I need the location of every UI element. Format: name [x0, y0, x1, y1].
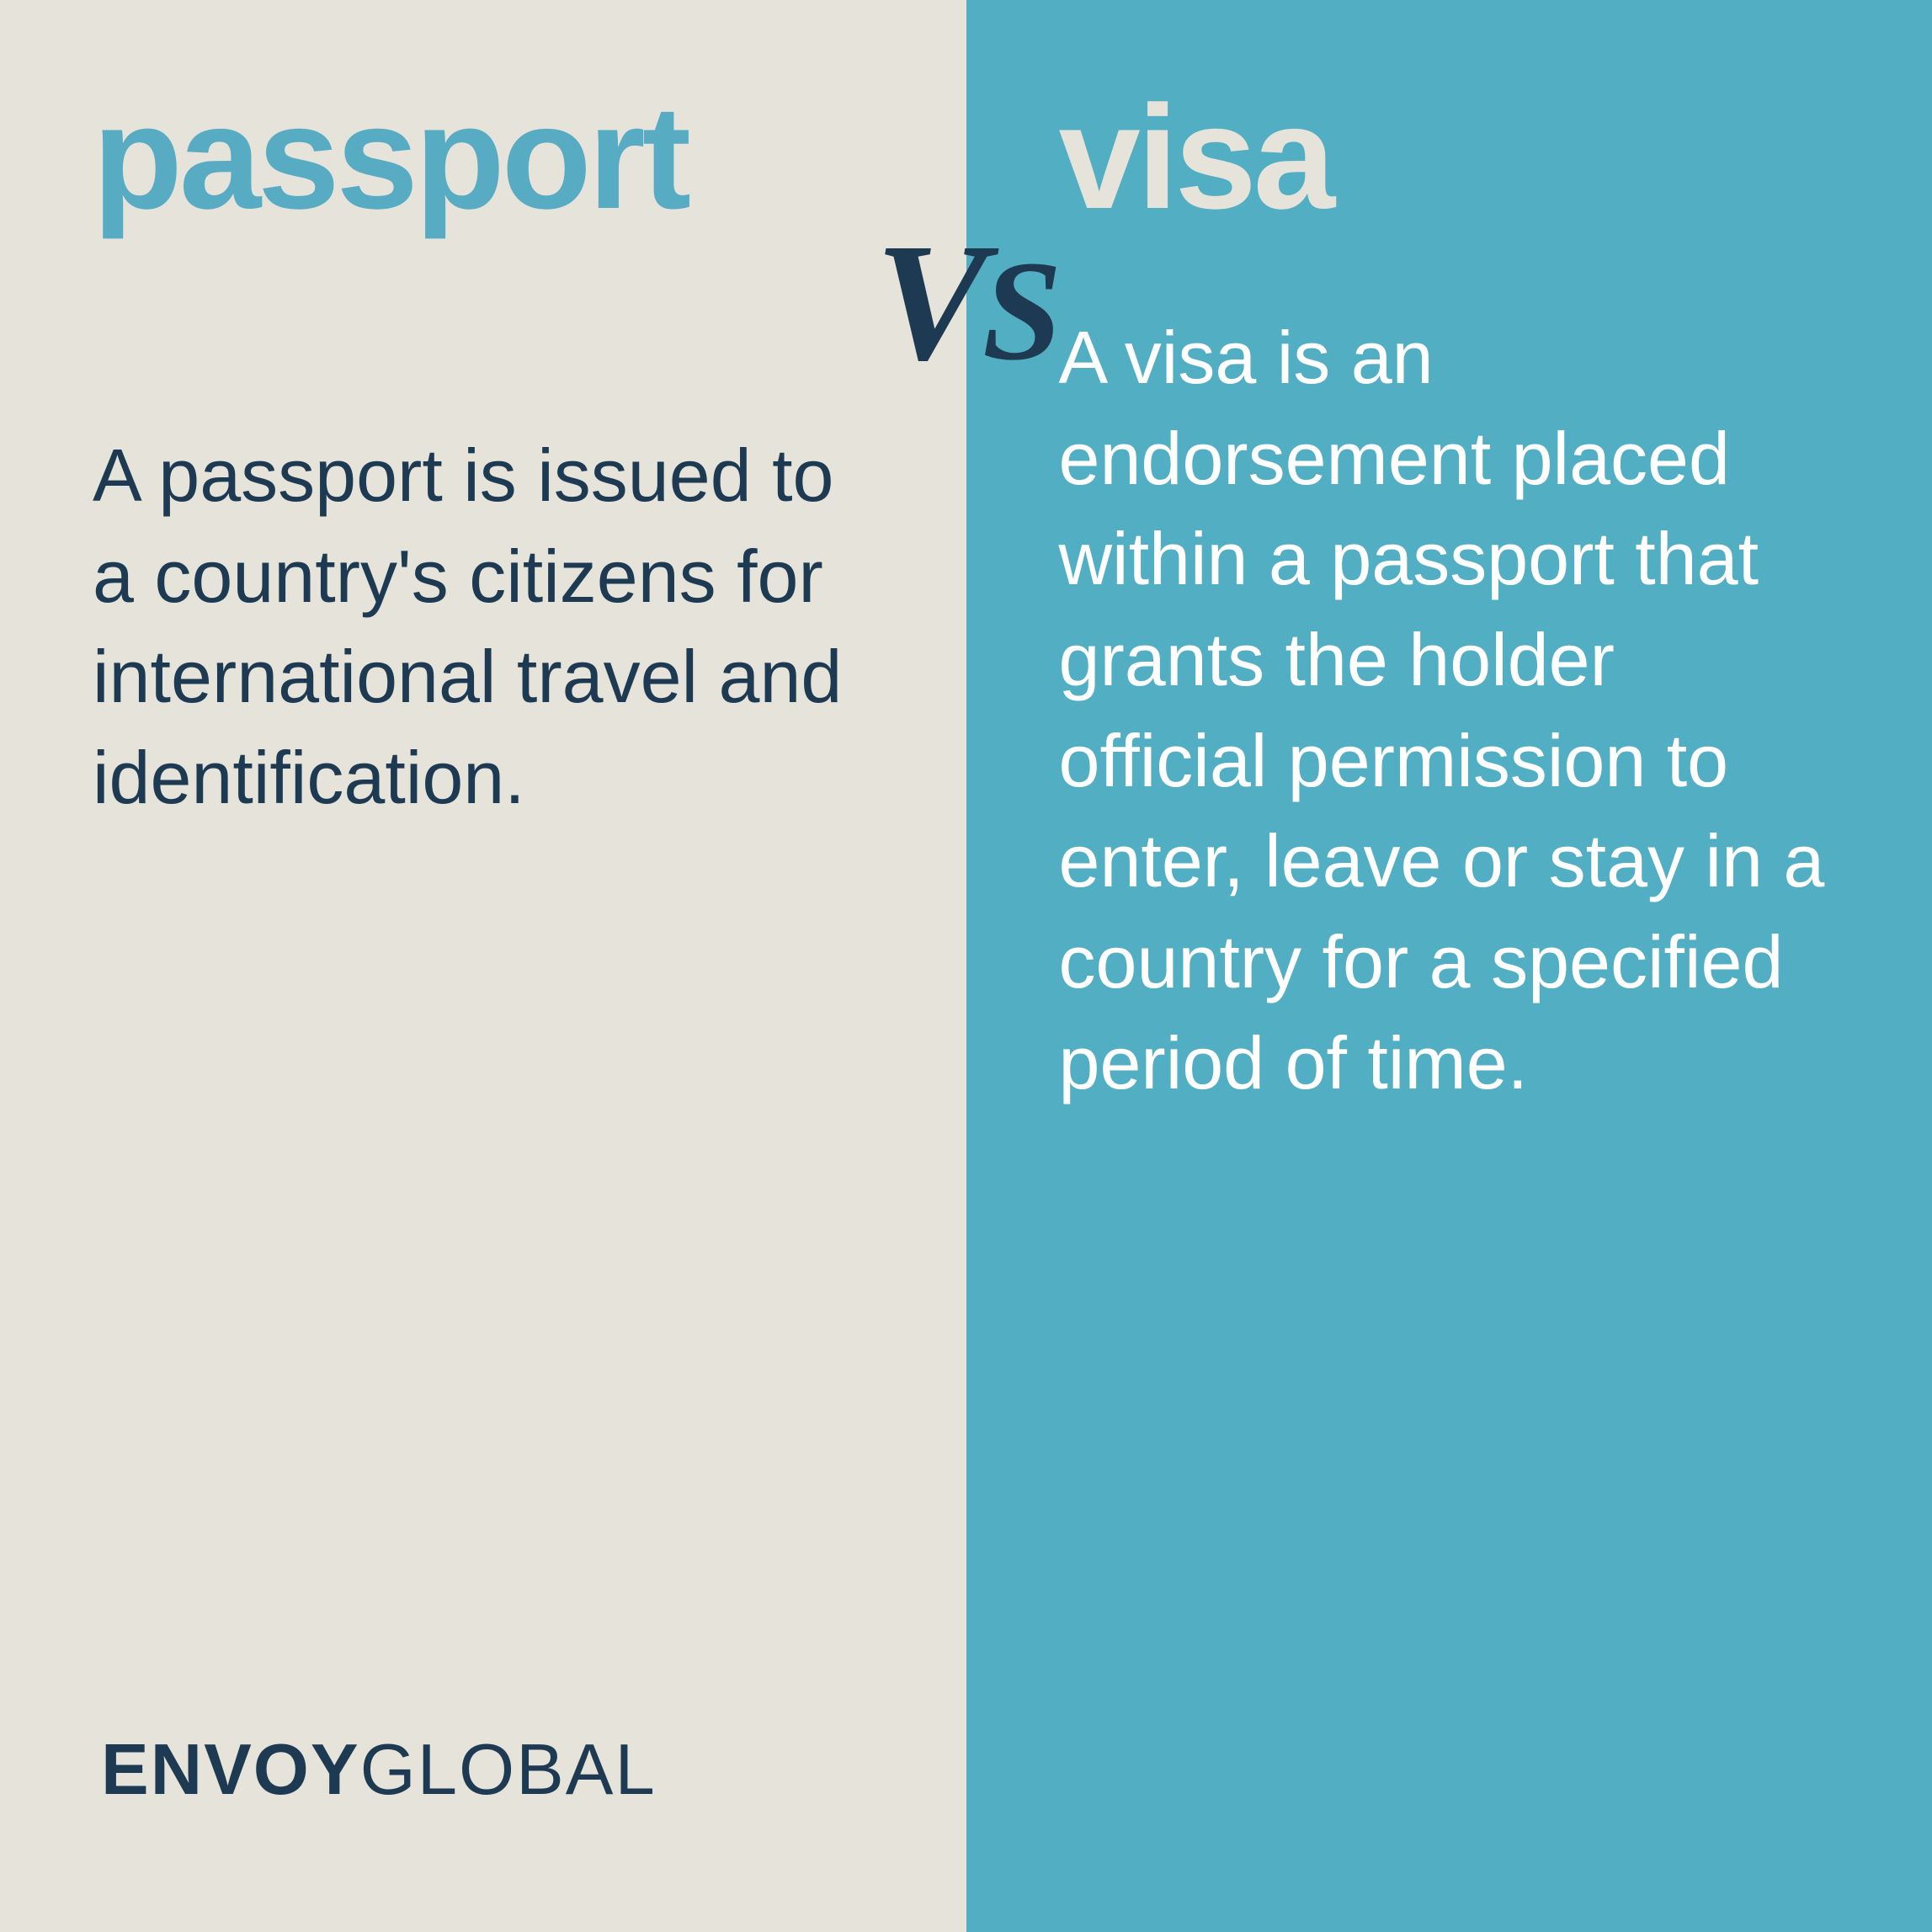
- right-panel: visa A visa is an endorsement placed wit…: [966, 0, 1932, 1932]
- left-title: passport: [93, 84, 874, 232]
- logo-light: GLOBAL: [360, 1730, 657, 1810]
- right-body: A visa is an endorsement placed within a…: [1059, 307, 1840, 1113]
- vs-letter-v: v: [876, 210, 982, 396]
- vs-divider: vs: [876, 219, 1057, 387]
- left-panel: passport A passport is issued to a count…: [0, 0, 966, 1932]
- left-body: A passport is issued to a country's citi…: [93, 425, 874, 828]
- vs-letter-s: s: [982, 232, 1057, 390]
- logo-bold: ENVOY: [101, 1730, 360, 1810]
- brand-logo: ENVOYGLOBAL: [101, 1734, 657, 1806]
- right-title: visa: [1059, 84, 1840, 232]
